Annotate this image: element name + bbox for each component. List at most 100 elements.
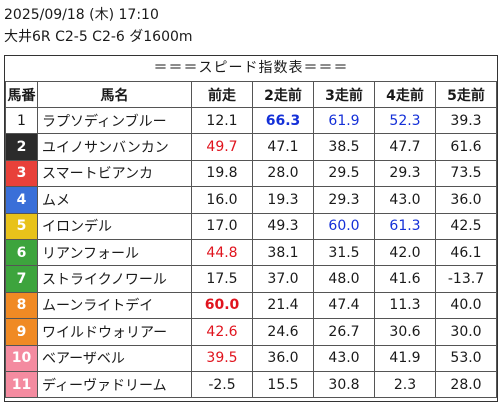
table-row: 9 ワイルドウォリアー 42.6 24.6 26.7 30.6 30.0: [5, 318, 497, 346]
last-race-index: -2.5: [191, 370, 253, 399]
last-race-index: 49.7: [191, 133, 253, 161]
table-row: 7 ストライクノワール 17.5 37.0 48.0 41.6 -13.7: [5, 265, 497, 293]
col-header-4-races-ago: 4走前: [374, 81, 436, 108]
last-race-index: 42.6: [191, 318, 253, 346]
4-races-ago-index: 41.6: [374, 265, 436, 293]
table-header-row: 馬番 馬名 前走 2走前 3走前 4走前 5走前: [5, 81, 497, 108]
table-row: 5 イロンデル 17.0 49.3 60.0 61.3 42.5: [5, 212, 497, 240]
3-races-ago-index: 30.8: [313, 370, 375, 399]
horse-name: リアンフォール: [37, 238, 192, 267]
horse-name: ストライクノワール: [37, 265, 192, 293]
5-races-ago-index: 36.0: [435, 186, 497, 214]
3-races-ago-index: 29.5: [313, 159, 375, 188]
race-date-time: 2025/09/18 (木) 17:10: [4, 7, 159, 23]
2-races-ago-index: 36.0: [252, 344, 314, 372]
table-row: 3 スマートビアンカ 19.8 28.0 29.5 29.3 73.5: [5, 159, 497, 188]
col-header-number: 馬番: [5, 81, 38, 108]
horse-name: ワイルドウォリアー: [37, 318, 192, 346]
2-races-ago-index: 19.3: [252, 186, 314, 214]
4-races-ago-index: 61.3: [374, 212, 436, 240]
3-races-ago-index: 31.5: [313, 238, 375, 267]
4-races-ago-index: 30.6: [374, 318, 436, 346]
last-race-index: 19.8: [191, 159, 253, 188]
col-header-5-races-ago: 5走前: [435, 81, 497, 108]
horse-number: 6: [5, 238, 38, 267]
horse-name: スマートビアンカ: [37, 159, 192, 188]
2-races-ago-index: 28.0: [252, 159, 314, 188]
col-header-3-races-ago: 3走前: [313, 81, 375, 108]
horse-number: 10: [5, 344, 38, 372]
table-row: 4 ムメ 16.0 19.3 29.3 43.0 36.0: [5, 186, 497, 214]
horse-number: 11: [5, 370, 38, 399]
5-races-ago-index: -13.7: [435, 265, 497, 293]
table-row: 6 リアンフォール 44.8 38.1 31.5 42.0 46.1: [5, 238, 497, 267]
5-races-ago-index: 28.0: [435, 370, 497, 399]
5-races-ago-index: 39.3: [435, 106, 497, 135]
4-races-ago-index: 52.3: [374, 106, 436, 135]
horse-name: ラプソディンブルー: [37, 106, 192, 135]
last-race-index: 17.0: [191, 212, 253, 240]
2-races-ago-index: 15.5: [252, 370, 314, 399]
horse-number: 8: [5, 291, 38, 320]
4-races-ago-index: 11.3: [374, 291, 436, 320]
2-races-ago-index: 47.1: [252, 133, 314, 161]
3-races-ago-index: 48.0: [313, 265, 375, 293]
last-race-index: 60.0: [191, 291, 253, 320]
4-races-ago-index: 43.0: [374, 186, 436, 214]
3-races-ago-index: 43.0: [313, 344, 375, 372]
last-race-index: 44.8: [191, 238, 253, 267]
4-races-ago-index: 2.3: [374, 370, 436, 399]
horse-number: 9: [5, 318, 38, 346]
horse-name: イロンデル: [37, 212, 192, 240]
race-info: 大井6R C2-5 C2-6 ダ1600m: [4, 29, 193, 45]
speed-index-table: 馬番 馬名 前走 2走前 3走前 4走前 5走前 1 ラプソディンブルー 12.1 6…: [5, 81, 497, 399]
horse-name: ムーンライトデイ: [37, 291, 192, 320]
horse-name: ベアーザベル: [37, 344, 192, 372]
table-title: ＝＝＝スピード指数表＝＝＝: [153, 60, 349, 76]
last-race-index: 16.0: [191, 186, 253, 214]
horse-number: 1: [5, 106, 38, 135]
4-races-ago-index: 41.9: [374, 344, 436, 372]
speed-index-panel: ＝＝＝スピード指数表＝＝＝ 馬番 馬名 前走 2走前 3走前 4走前 5走前 1…: [4, 55, 498, 402]
table-row: 1 ラプソディンブルー 12.1 66.3 61.9 52.3 39.3: [5, 106, 497, 135]
5-races-ago-index: 61.6: [435, 133, 497, 161]
horse-number: 7: [5, 265, 38, 293]
3-races-ago-index: 61.9: [313, 106, 375, 135]
5-races-ago-index: 53.0: [435, 344, 497, 372]
table-row: 2 ユイノサンバンカン 49.7 47.1 38.5 47.7 61.6: [5, 133, 497, 161]
horse-name: ユイノサンバンカン: [37, 133, 192, 161]
horse-number: 2: [5, 133, 38, 161]
5-races-ago-index: 40.0: [435, 291, 497, 320]
table-row: 11 ディーヴァドリーム -2.5 15.5 30.8 2.3 28.0: [5, 370, 497, 399]
2-races-ago-index: 38.1: [252, 238, 314, 267]
last-race-index: 12.1: [191, 106, 253, 135]
horse-number: 4: [5, 186, 38, 214]
2-races-ago-index: 37.0: [252, 265, 314, 293]
2-races-ago-index: 24.6: [252, 318, 314, 346]
4-races-ago-index: 29.3: [374, 159, 436, 188]
4-races-ago-index: 47.7: [374, 133, 436, 161]
2-races-ago-index: 49.3: [252, 212, 314, 240]
3-races-ago-index: 29.3: [313, 186, 375, 214]
table-row: 8 ムーンライトデイ 60.0 21.4 47.4 11.3 40.0: [5, 291, 497, 320]
last-race-index: 17.5: [191, 265, 253, 293]
3-races-ago-index: 26.7: [313, 318, 375, 346]
3-races-ago-index: 47.4: [313, 291, 375, 320]
5-races-ago-index: 42.5: [435, 212, 497, 240]
3-races-ago-index: 60.0: [313, 212, 375, 240]
horse-number: 3: [5, 159, 38, 188]
last-race-index: 39.5: [191, 344, 253, 372]
3-races-ago-index: 38.5: [313, 133, 375, 161]
5-races-ago-index: 73.5: [435, 159, 497, 188]
2-races-ago-index: 66.3: [252, 106, 314, 135]
col-header-horse-name: 馬名: [37, 81, 192, 108]
horse-number: 5: [5, 212, 38, 240]
4-races-ago-index: 42.0: [374, 238, 436, 267]
5-races-ago-index: 30.0: [435, 318, 497, 346]
horse-name: ムメ: [37, 186, 192, 214]
col-header-2-races-ago: 2走前: [252, 81, 314, 108]
5-races-ago-index: 46.1: [435, 238, 497, 267]
col-header-last-race: 前走: [191, 81, 253, 108]
table-row: 10 ベアーザベル 39.5 36.0 43.0 41.9 53.0: [5, 344, 497, 372]
horse-name: ディーヴァドリーム: [37, 370, 192, 399]
